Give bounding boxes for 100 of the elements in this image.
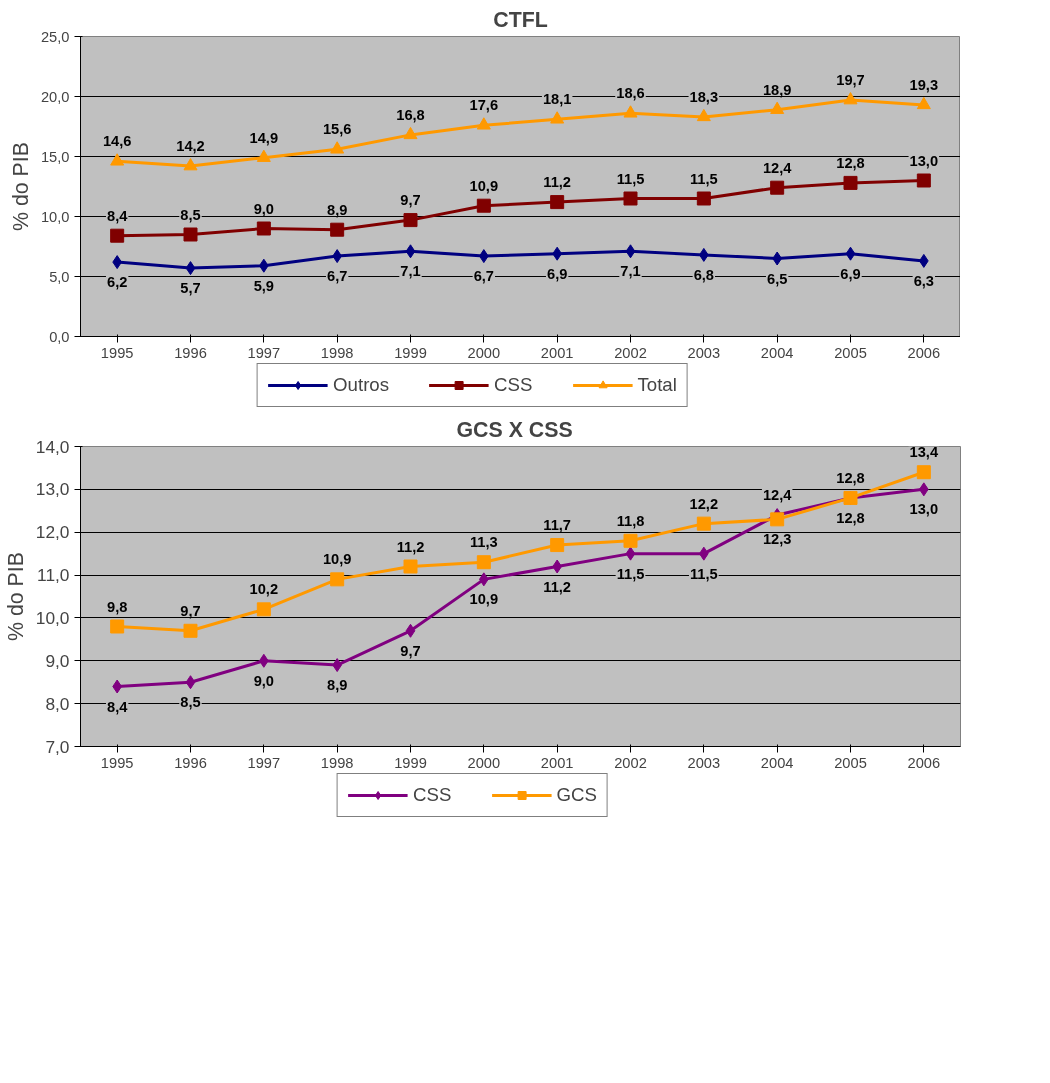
data-label: 7,1 [400, 263, 421, 280]
data-label: 18,6 [616, 85, 645, 102]
data-label: 17,6 [469, 97, 499, 114]
x-tick-label: 2004 [760, 754, 794, 771]
y-tick-label: 10,0 [40, 208, 70, 225]
y-tick-label: 10,0 [35, 607, 70, 628]
point [256, 221, 271, 236]
data-label: 9,7 [400, 642, 421, 659]
data-label: 11,7 [543, 517, 572, 534]
x-tick-label: 1998 [320, 754, 354, 771]
x-tick-label: 2004 [760, 344, 794, 361]
chart-title: GCS X CSS [456, 417, 573, 442]
data-label: 19,7 [836, 72, 865, 89]
y-tick-label: 7,0 [45, 736, 70, 757]
data-label: 5,7 [180, 280, 201, 297]
data-label: 8,5 [180, 694, 201, 711]
point [696, 191, 711, 206]
data-label: 11,5 [689, 170, 718, 187]
data-label: 14,9 [249, 129, 279, 146]
x-tick-label: 2001 [540, 754, 574, 771]
data-label: 6,7 [326, 268, 348, 285]
data-label: 9,0 [253, 672, 275, 689]
point [403, 126, 418, 140]
data-label: 12,8 [836, 469, 865, 486]
data-label: 8,9 [326, 677, 348, 694]
point [256, 602, 271, 617]
data-label: 18,9 [762, 81, 792, 98]
data-label: 11,5 [616, 565, 645, 582]
x-tick-label: 2001 [540, 344, 574, 361]
point [550, 538, 565, 553]
data-label: 6,2 [106, 274, 128, 291]
data-label: 19,3 [909, 76, 939, 93]
point [403, 213, 418, 228]
x-tick-label: 2000 [467, 344, 501, 361]
y-tick-label: 8,0 [45, 693, 70, 714]
point [403, 559, 418, 574]
data-label: 18,3 [689, 88, 719, 105]
x-tick-label: 2003 [687, 754, 721, 771]
point [916, 96, 931, 110]
point [185, 675, 196, 690]
y-axis-title: % do PIB [3, 552, 28, 641]
point [770, 180, 785, 195]
data-label: 13,4 [909, 444, 939, 461]
point [183, 623, 198, 638]
x-tick-label: 2006 [907, 344, 941, 361]
x-tick-label: 2005 [834, 754, 867, 771]
data-label: 7,1 [620, 263, 641, 280]
data-label: 11,2 [543, 578, 572, 595]
point [625, 546, 636, 561]
data-label: 6,9 [840, 265, 861, 282]
data-label: 5,9 [253, 277, 275, 294]
point [476, 555, 491, 570]
x-tick-label: 1996 [174, 754, 207, 771]
data-label: 12,3 [762, 531, 792, 548]
y-tick-label: 11,0 [37, 565, 70, 586]
point [550, 111, 565, 124]
chart-title: CTFL [493, 7, 548, 32]
x-tick-label: 2003 [687, 344, 721, 361]
x-tick-label: 1998 [320, 344, 354, 361]
point [623, 533, 638, 548]
point [330, 222, 345, 237]
x-tick-label: 2000 [467, 754, 501, 771]
data-label: 12,8 [836, 509, 865, 526]
data-label: 11,3 [469, 534, 498, 551]
y-tick-label: 25,0 [40, 28, 70, 45]
point [183, 158, 198, 171]
point [476, 198, 491, 213]
data-label: 11,2 [543, 174, 572, 191]
legend-label: CSS [413, 784, 452, 806]
x-tick-label: 2005 [834, 344, 867, 361]
point [110, 153, 125, 166]
point [330, 141, 345, 154]
legend-label: GCS [556, 784, 597, 806]
point [330, 572, 345, 587]
data-label: 12,4 [762, 159, 793, 176]
data-label: 18,1 [542, 91, 572, 108]
data-label: 11,5 [689, 565, 718, 582]
x-tick-label: 2002 [614, 344, 647, 361]
point [625, 244, 636, 259]
data-label: 10,9 [469, 177, 499, 194]
data-label: 8,4 [106, 698, 129, 715]
data-label: 13,0 [909, 501, 939, 518]
x-tick-label: 1996 [174, 344, 207, 361]
point [916, 465, 931, 480]
data-label: 15,6 [322, 121, 352, 138]
data-label: 9,0 [253, 200, 275, 217]
y-tick-label: 15,0 [40, 148, 70, 165]
y-tick-label: 14,0 [35, 436, 70, 457]
data-label: 10,9 [469, 591, 499, 608]
point [845, 246, 856, 261]
y-tick-label: 20,0 [40, 88, 70, 105]
point [183, 227, 198, 242]
point [623, 191, 638, 206]
point [405, 623, 416, 638]
data-label: 9,8 [106, 598, 128, 615]
data-label: 14,2 [176, 138, 205, 155]
point [916, 173, 931, 188]
data-label: 9,7 [400, 192, 421, 209]
data-label: 10,9 [322, 551, 352, 568]
point [476, 117, 491, 130]
